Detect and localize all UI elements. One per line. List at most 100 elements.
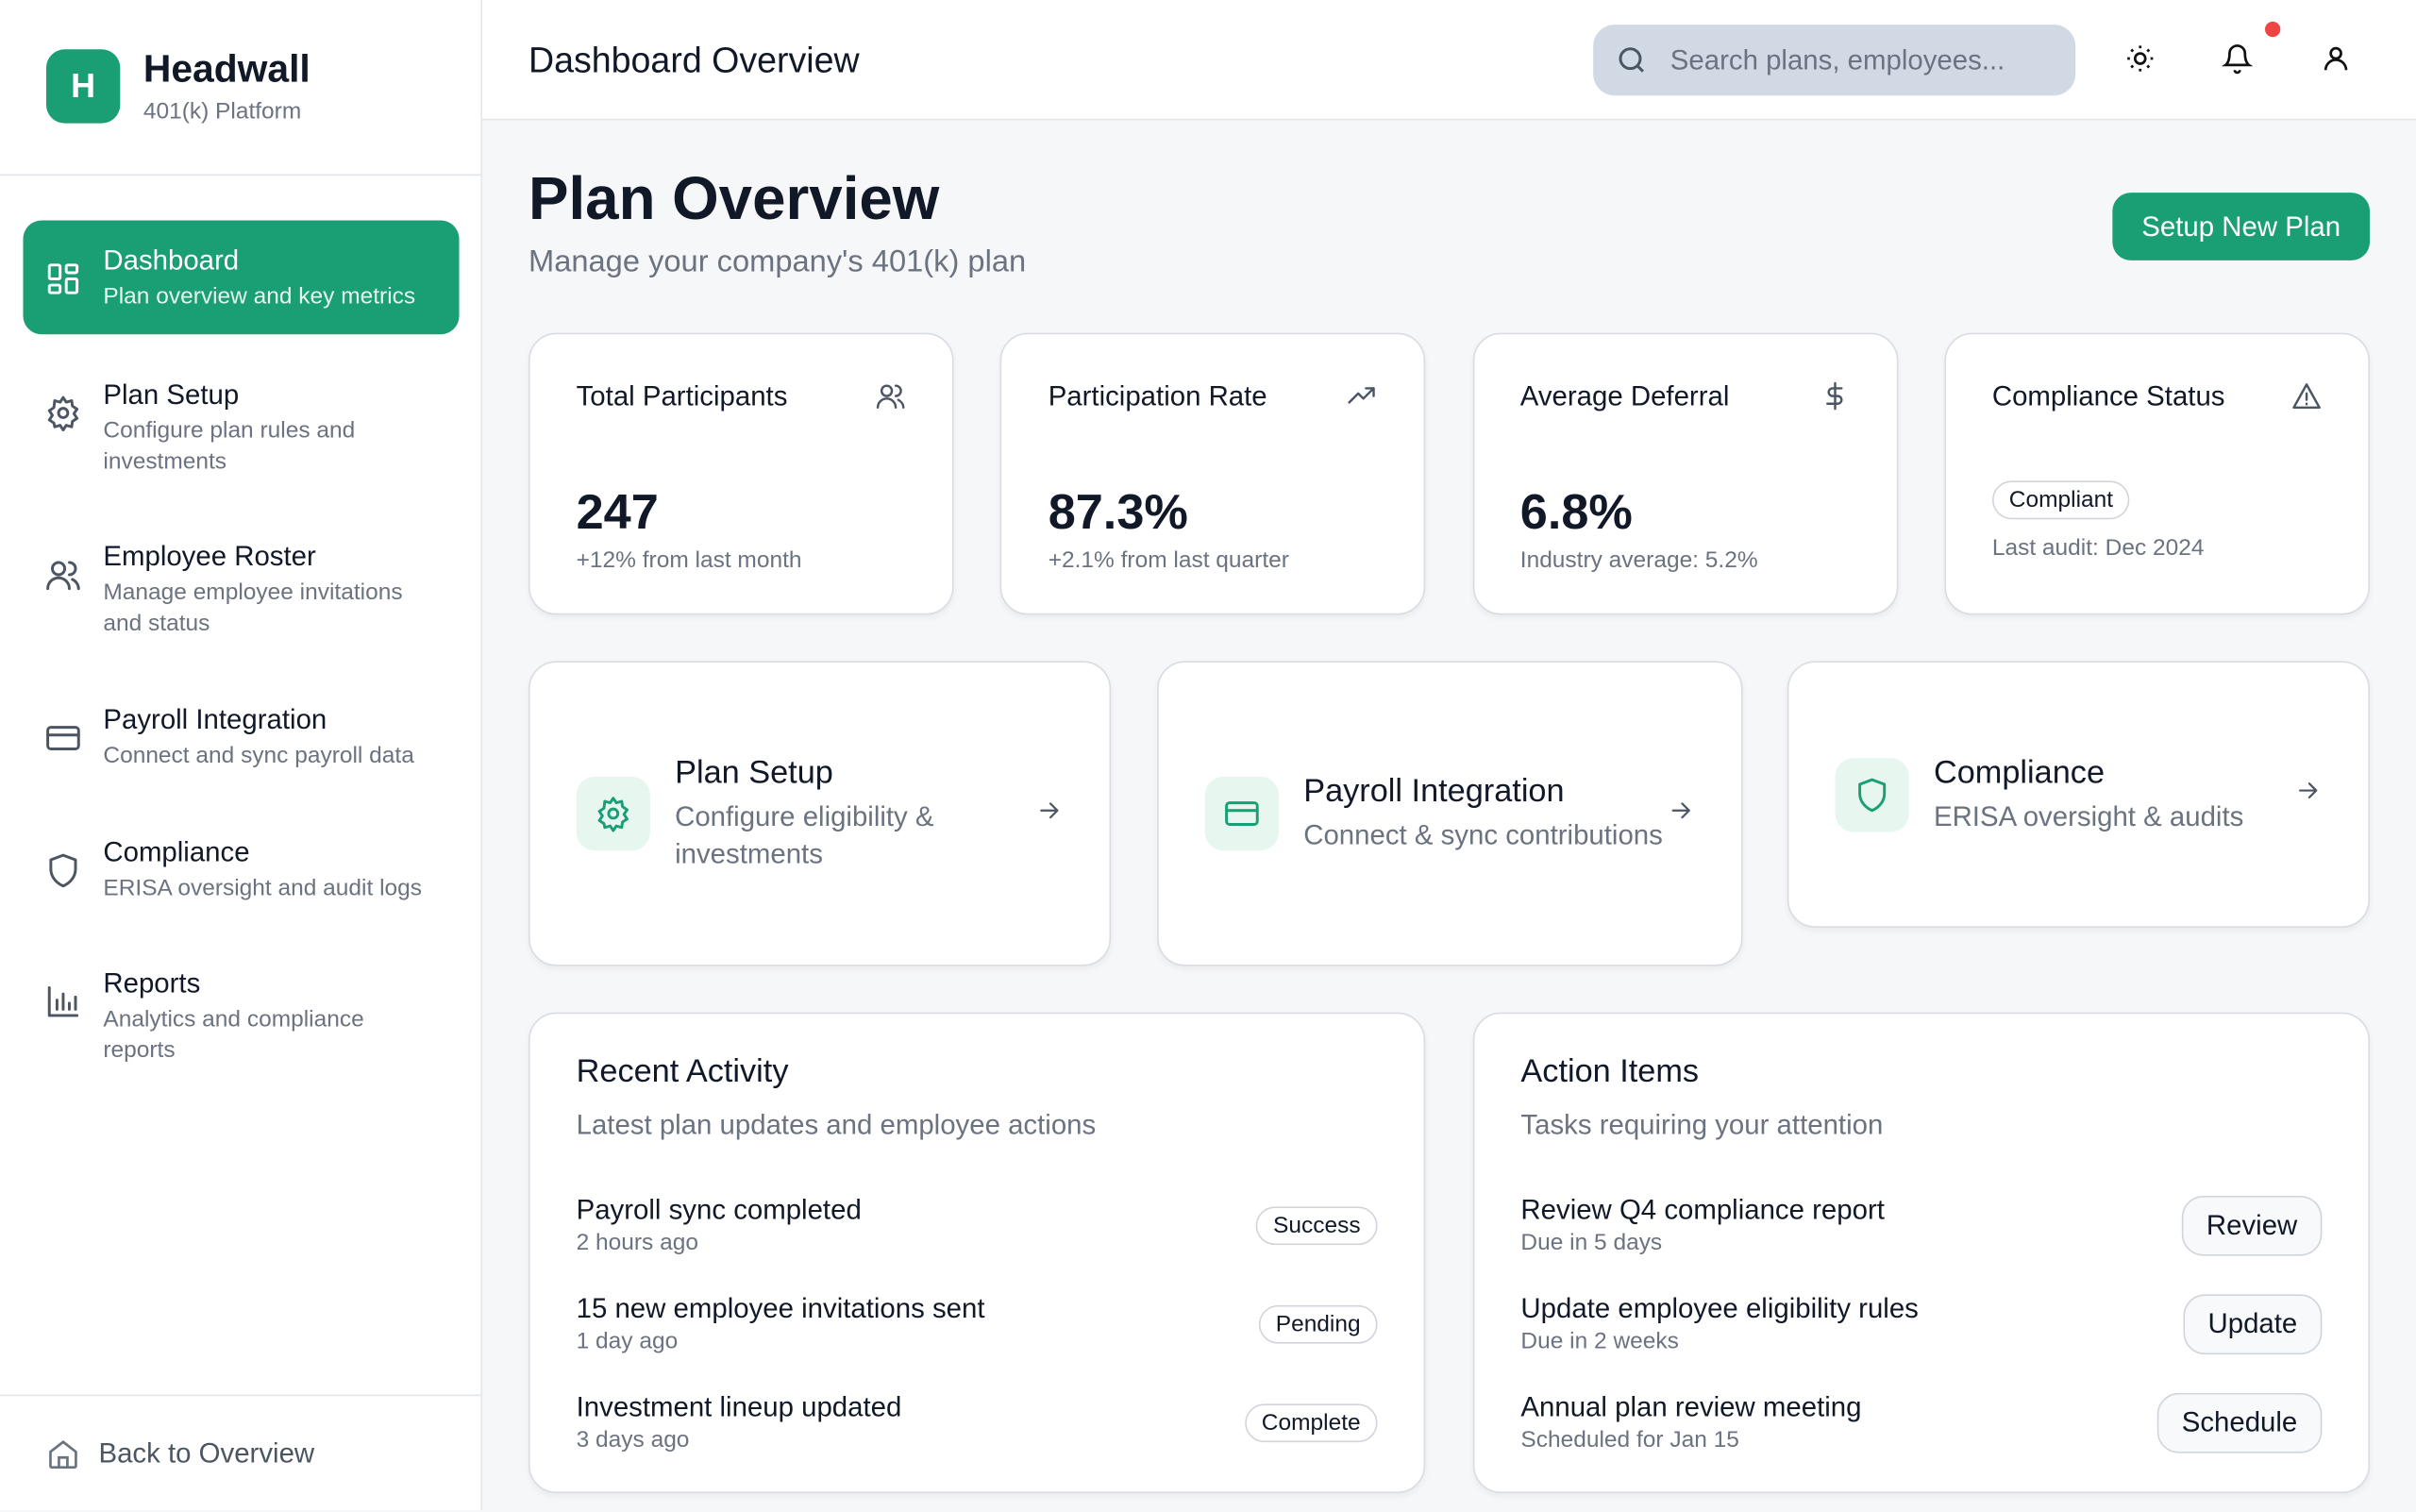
- quick-link-text: Payroll Integration Connect & sync contri…: [1303, 774, 1667, 854]
- brand-name: Headwall: [143, 47, 310, 92]
- nav-description: Plan overview and key metrics: [103, 283, 416, 311]
- badge-wrap: Compliant: [1991, 480, 2322, 520]
- nav-item[interactable]: Compliance ERISA oversight and audit logs: [23, 812, 459, 926]
- activity-row: Investment lineup updated 3 days ago Compl…: [577, 1373, 1378, 1471]
- action-button[interactable]: Review: [2181, 1195, 2323, 1255]
- stat-label-row: Participation Rate: [1049, 380, 1378, 419]
- search-icon: [1619, 47, 1645, 73]
- icon-glyph: [2292, 383, 2321, 410]
- stat-card: Average Deferral 6.8% Industry average: 5.…: [1472, 332, 1898, 615]
- back-label: Back to Overview: [98, 1437, 315, 1469]
- icon-glyph: [1858, 777, 1887, 812]
- action-row: Update employee eligibility rules Due in …: [1520, 1274, 2323, 1372]
- icon-glyph: [47, 986, 79, 1017]
- stat-label: Average Deferral: [1519, 380, 1730, 412]
- status-badge: Complete: [1244, 1403, 1378, 1442]
- home-icon: [49, 1439, 77, 1469]
- stat-note: Industry average: 5.2%: [1519, 546, 1758, 574]
- nav-text: Dashboard Plan overview and key metrics: [103, 242, 442, 312]
- profile[interactable]: [2321, 43, 2352, 75]
- action-row: Annual plan review meeting Scheduled for …: [1520, 1373, 2323, 1471]
- icon-glyph: [1348, 387, 1376, 404]
- panel-subtitle: Latest plan updates and employee actions: [576, 1109, 1097, 1141]
- nav-description: Connect and sync payroll data: [103, 742, 414, 769]
- nav-item[interactable]: Payroll Integration Connect and sync payr…: [23, 680, 459, 794]
- stat-icon: [1347, 380, 1378, 419]
- icon-glyph: [2299, 782, 2318, 798]
- icon-glyph: [46, 561, 80, 591]
- activity-text: Payroll sync completed 2 hours ago: [577, 1194, 862, 1255]
- nav-label: Payroll Integration: [103, 704, 327, 735]
- status-badge: Success: [1256, 1205, 1378, 1245]
- status-badge: Pending: [1258, 1304, 1378, 1343]
- quick-link-description: ERISA oversight & audits: [1933, 800, 2244, 832]
- nav-item[interactable]: Dashboard Plan overview and key metrics: [23, 220, 460, 335]
- quick-link-description: Connect & sync contributions: [1303, 819, 1663, 851]
- action-title: Update employee eligibility rules: [1520, 1292, 1919, 1324]
- action-due: Scheduled for Jan 15: [1520, 1426, 1739, 1453]
- action-due: Due in 5 days: [1520, 1229, 1663, 1256]
- activity-text: 15 new employee invitations sent 1 day ag…: [577, 1293, 985, 1354]
- stat-icon: [2291, 380, 2323, 419]
- quick-link-card[interactable]: Plan Setup Configure eligibility & invest…: [528, 661, 1112, 966]
- quick-link-title: Plan Setup: [675, 754, 833, 791]
- action-button[interactable]: Update: [2183, 1293, 2323, 1354]
- nav-description: Analytics and compliance reports: [103, 1006, 364, 1064]
- nav-label: Compliance: [103, 836, 250, 868]
- nav-item[interactable]: Employee Roster Manage employee invitatio…: [23, 516, 459, 661]
- sidebar: H Headwall 401(k) Platform Dashboard Plan…: [0, 0, 483, 1512]
- activity-time: 2 hours ago: [576, 1229, 698, 1256]
- quick-link-title: Payroll Integration: [1303, 773, 1565, 810]
- icon-glyph: [1225, 801, 1259, 826]
- action-text: Annual plan review meeting Scheduled for …: [1520, 1391, 1861, 1453]
- icon-glyph: [1825, 381, 1842, 411]
- stat-label-row: Compliance Status: [1992, 380, 2322, 419]
- nav-description: Manage employee invitations and status: [103, 579, 403, 637]
- status-badge: Compliant: [1991, 480, 2131, 520]
- quick-link-card[interactable]: Payroll Integration Connect & sync contri…: [1157, 661, 1743, 966]
- panel-title: Recent Activity: [576, 1053, 789, 1090]
- action-title: Review Q4 compliance report: [1520, 1194, 1885, 1225]
- icon-glyph: [47, 263, 79, 294]
- search[interactable]: Search plans, employees...: [1593, 25, 2076, 96]
- stat-card: Participation Rate 87.3% +2.1% from last q…: [1000, 332, 1426, 615]
- action-text: Update employee eligibility rules Due in …: [1520, 1293, 1918, 1354]
- nav-item[interactable]: Reports Analytics and compliance reports: [23, 943, 459, 1087]
- stat-icon: [1819, 380, 1850, 419]
- nav-text: Reports Analytics and compliance reports: [103, 965, 442, 1067]
- setup-button[interactable]: Setup New Plan: [2112, 193, 2371, 260]
- icon-glyph: [1671, 801, 1690, 818]
- icon-glyph: [47, 395, 79, 431]
- quick-link-text: Compliance ERISA oversight & audits: [1934, 754, 2294, 834]
- nav-text: Payroll Integration Connect and sync payr…: [103, 701, 442, 772]
- nav-description: Configure plan rules and investments: [103, 417, 356, 475]
- logo: H: [45, 49, 121, 124]
- activity-title: Investment lineup updated: [576, 1391, 902, 1422]
- theme-toggle[interactable]: [2124, 43, 2156, 75]
- back-link[interactable]: Back to Overview: [0, 1394, 481, 1512]
- notifications[interactable]: [2222, 43, 2253, 75]
- nav-icon: [23, 965, 103, 1020]
- action-text: Review Q4 compliance report Due in 5 days: [1520, 1194, 1884, 1255]
- icon-glyph: [876, 384, 905, 410]
- icon-glyph: [1040, 801, 1059, 818]
- quick-link-icon: [1204, 776, 1280, 851]
- quick-link-title: Compliance: [1933, 754, 2106, 790]
- nav-text: Compliance ERISA oversight and audit logs: [103, 833, 442, 904]
- quick-link-card[interactable]: Compliance ERISA oversight & audits: [1787, 661, 2371, 928]
- quick-link-icon: [576, 776, 650, 851]
- stat-label: Participation Rate: [1048, 380, 1267, 412]
- action-button[interactable]: Schedule: [2156, 1392, 2323, 1453]
- stat-card: Total Participants 247 +12% from last mont…: [528, 332, 954, 615]
- stat-note: Last audit: Dec 2024: [1991, 534, 2205, 562]
- stat-value: 87.3%: [1048, 483, 1188, 540]
- stat-label-row: Total Participants: [577, 380, 906, 419]
- notification-dot: [2265, 21, 2281, 38]
- arrow-icon: [2294, 777, 2322, 813]
- activity-time: 1 day ago: [576, 1328, 679, 1355]
- page-title: Plan Overview: [528, 166, 940, 233]
- nav-item[interactable]: Plan Setup Configure plan rules and inves…: [23, 355, 459, 499]
- nav-icon: [23, 701, 103, 757]
